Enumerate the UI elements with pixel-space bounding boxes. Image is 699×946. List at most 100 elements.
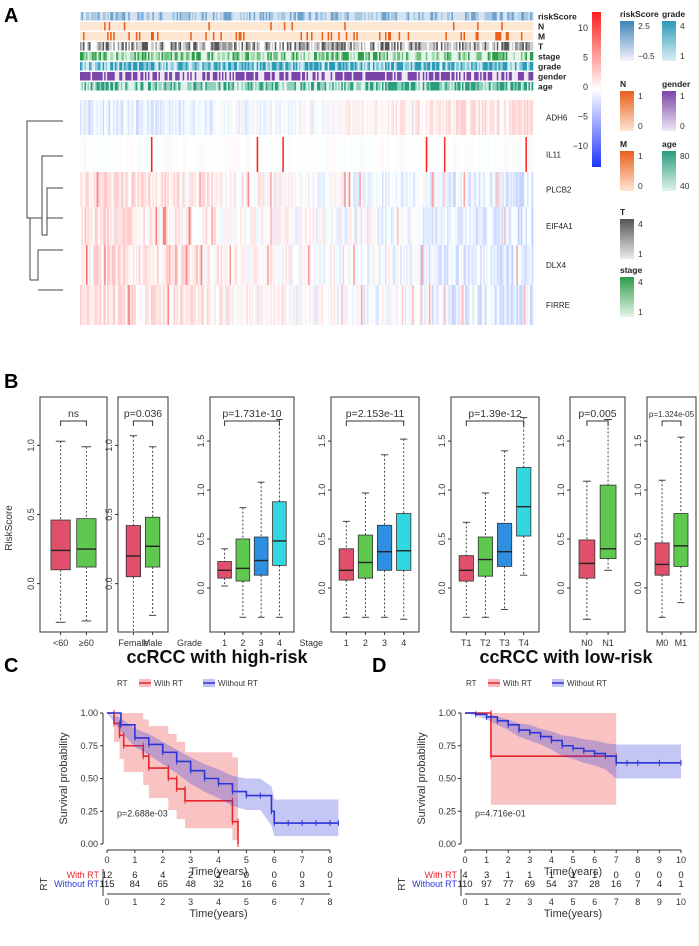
- risk-table-xtick-label: 1: [132, 897, 137, 907]
- significance-bracket: [661, 420, 682, 426]
- significance-bracket: [224, 420, 280, 426]
- boxplot-ytick-label: 0.0: [633, 582, 643, 595]
- risk-table-cell: 0: [272, 870, 277, 881]
- annotation-track-label: grade: [538, 62, 561, 72]
- legend-label-low: −0.5: [638, 51, 655, 61]
- boxplot-panel-4: 0.0 0.5 1.0 1.5 T1 T2 T3 T4 p=1.39e-12: [437, 396, 540, 648]
- km-xtick-label: 6: [592, 855, 597, 865]
- km-ytick-label: 0.75: [80, 741, 98, 751]
- km-xtick-label: 4: [216, 855, 221, 865]
- legend-T: T 4 1: [620, 207, 643, 259]
- annotation-track-label: gender: [538, 72, 567, 82]
- boxplot-frame: [39, 396, 108, 633]
- box-M1: [673, 513, 689, 567]
- risk-table-cell: 7: [635, 879, 640, 890]
- risk-table-xtick-label: 8: [635, 897, 640, 907]
- legend-label-high: 4: [638, 219, 643, 229]
- legend-label-high: 1: [638, 91, 643, 101]
- box-≥60: [76, 518, 97, 568]
- risk-table-cell: 1: [678, 879, 683, 890]
- risk-table-xtick-label: 6: [592, 897, 597, 907]
- boxplot-ytick-label: 1.5: [633, 435, 643, 448]
- legend-stage: stage 4 1: [620, 265, 643, 317]
- legend-title: gender: [662, 79, 691, 89]
- boxplot-ytick-label: 0.5: [633, 533, 643, 546]
- boxplot-ytick-label: 0.0: [437, 582, 447, 595]
- boxplot-panel-3: 0.0 0.5 1.0 1.5 1 2 3 4 p=2.153e-11 Stage: [299, 396, 420, 648]
- color-key-tick: 0: [583, 82, 588, 92]
- risk-table-cell: 1: [506, 870, 511, 881]
- boxplot-ytick-label: 0.5: [437, 533, 447, 546]
- km-xtick-label: 3: [527, 855, 532, 865]
- risk-table-cell: 84: [130, 879, 141, 890]
- km-legend-label: With RT: [154, 679, 183, 688]
- risk-table-cell: 16: [611, 879, 622, 890]
- annotation-track-age: age: [80, 82, 553, 92]
- gene-label-EIF4A1: EIF4A1: [546, 222, 573, 231]
- boxplot-frame: [209, 396, 295, 633]
- risk-table-cell: 77: [503, 879, 514, 890]
- km-legend-title: RT: [117, 679, 128, 688]
- boxplot-pvalue: p=0.036: [124, 408, 162, 420]
- boxplot-pvalue: p=2.153e-11: [346, 408, 405, 420]
- panel-letter-c: C: [4, 655, 18, 677]
- boxplot-xlabel: Grade: [177, 638, 202, 648]
- legend-swatch: [662, 21, 676, 61]
- boxplot-category-label: M1: [675, 638, 688, 648]
- km-xtick-label: 1: [132, 855, 137, 865]
- legend-label-high: 1: [680, 91, 685, 101]
- risk-table-cell: 1: [570, 870, 575, 881]
- risk-table-cell: 4: [462, 870, 467, 881]
- gene-label-IL11: IL11: [546, 151, 562, 160]
- legend-title: M: [620, 139, 627, 149]
- color-key-tick: −5: [578, 112, 588, 122]
- legend-riskScore: riskScore 2.5 −0.5: [620, 9, 659, 61]
- km-xtick-label: 8: [327, 855, 332, 865]
- km-xtick-label: 7: [614, 855, 619, 865]
- annotation-track-T: T: [80, 42, 544, 52]
- risk-table-xtick-label: 9: [657, 897, 662, 907]
- risk-table-label: RT: [39, 877, 50, 890]
- box-2: [235, 538, 251, 582]
- annotation-track-riskScore: riskScore: [80, 12, 577, 22]
- gene-label-PLCB2: PLCB2: [546, 186, 572, 195]
- boxplot-category-label: Female: [118, 638, 148, 648]
- box-Male: [145, 516, 161, 568]
- boxplot-xlabel: Stage: [299, 638, 323, 648]
- km-ytick-label: 0.25: [438, 806, 456, 816]
- legend-grade: grade 4 1: [662, 9, 685, 61]
- boxplot-category-label: N0: [581, 638, 593, 648]
- boxplot-category-label: N1: [602, 638, 614, 648]
- risk-table-cell: 3: [299, 879, 304, 890]
- risk-table-cell: 0: [299, 870, 304, 881]
- annotation-track-label: T: [538, 42, 544, 52]
- boxplot-category-label: T4: [518, 638, 529, 648]
- boxplot-frame: [330, 396, 420, 633]
- boxplot-ytick-label: 0.5: [317, 533, 327, 546]
- risk-table-cell: 4: [657, 879, 662, 890]
- legend-label-low: 0: [638, 121, 643, 131]
- km-title: ccRCC with high-risk: [126, 647, 308, 667]
- km-ytick-label: 1.00: [438, 708, 456, 718]
- boxplot-pvalue: p=0.005: [578, 408, 616, 420]
- risk-table-xtick-label: 8: [327, 897, 332, 907]
- heatmap-row-DLX4: [80, 245, 534, 285]
- legend-title: N: [620, 79, 626, 89]
- boxplot-ytick-label: 1.5: [556, 435, 566, 448]
- risk-table-cell: 32: [213, 879, 224, 890]
- heatmap-row-IL11: [80, 137, 534, 172]
- legend-gender: gender 1 0: [662, 79, 691, 131]
- km-legend-label: Without RT: [218, 679, 258, 688]
- risk-table-row-label: Without RT: [412, 879, 457, 889]
- km-ytick-label: 0.00: [438, 839, 456, 849]
- risk-table-xtick-label: 2: [506, 897, 511, 907]
- heatmap-row-ADH6: [80, 100, 534, 135]
- gene-label-FIRRE: FIRRE: [546, 301, 570, 310]
- risk-table-cell: 1: [549, 870, 554, 881]
- annotation-track-grade: grade: [80, 62, 561, 72]
- box-N0: [578, 539, 596, 579]
